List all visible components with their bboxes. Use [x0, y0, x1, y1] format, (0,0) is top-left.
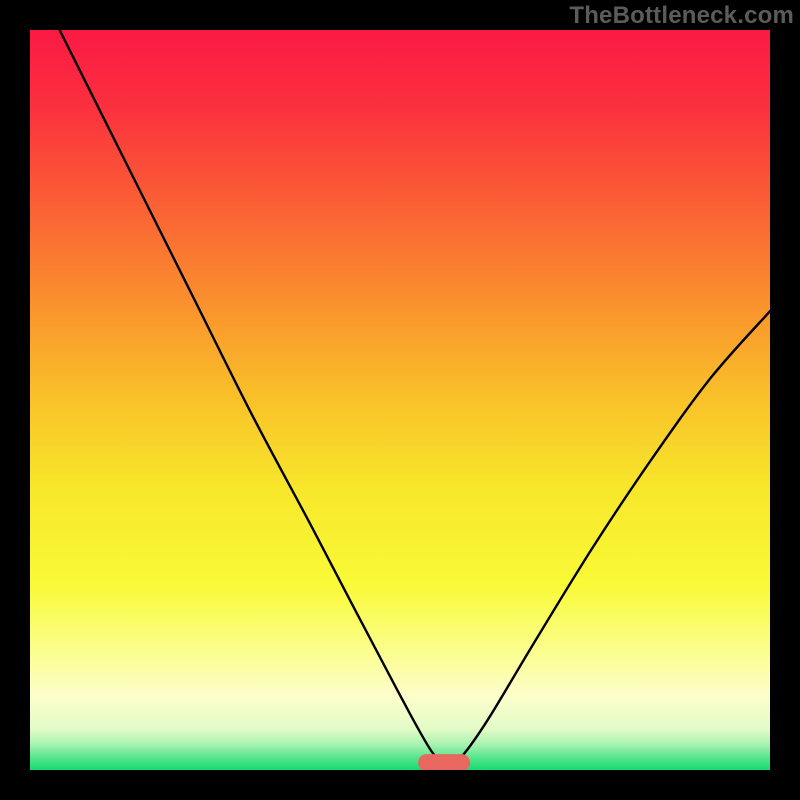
- watermark-text: TheBottleneck.com: [569, 2, 794, 30]
- plot-area: [30, 30, 770, 770]
- bottleneck-curve: [30, 30, 770, 770]
- chart-frame: TheBottleneck.com: [0, 0, 800, 800]
- optimal-marker: [418, 754, 470, 770]
